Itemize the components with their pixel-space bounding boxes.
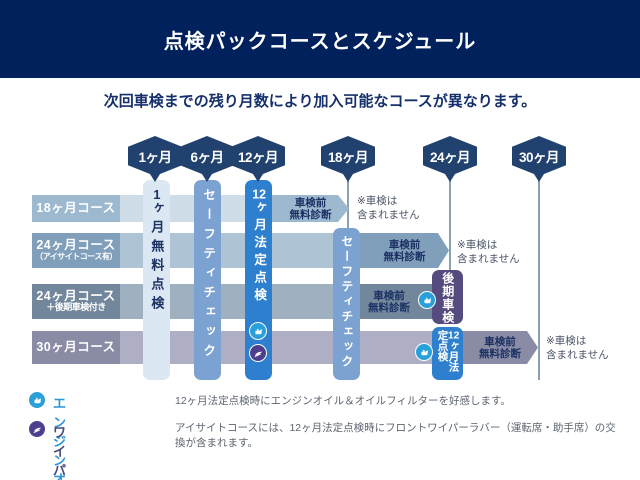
timeline-marker-24m: 24ヶ月 [423,136,477,176]
timeline-marker-18m: 18ヶ月 [321,136,375,176]
marker-pointer [343,174,353,182]
page-title: 点検パックコースとスケジュール [163,30,477,53]
course-bar-30m [120,331,462,364]
page-header: 点検パックコースとスケジュール [0,0,640,78]
oil-can-icon [418,291,436,309]
legend-wiper-desc: アイサイトコースには、12ヶ月法定点検時にフロントワイパーラバー（運転席・助手席… [175,422,616,449]
timeline-stem-24m [449,174,451,271]
legend-oil-desc: 12ヶ月法定点検時にエンジンオイル＆オイルフィルターを好感します。 [175,395,511,407]
course-label-24m-late: 24ヶ月コース ＋後期車検付き [32,284,120,319]
marker-pointer [534,174,544,182]
timeline-stem-18m [347,174,349,232]
course-label-30m: 30ヶ月コース [32,331,120,364]
marker-pointer [202,174,212,182]
bar-safety-check-1: セーフティチェック [194,180,221,380]
oil-can-icon [249,322,267,340]
course-label-24m-eyesight: 24ヶ月コース （アイサイトコース有） [32,233,120,268]
precheck-arrow-30m: 車検前 無料診断 [462,331,538,364]
wiper-icon [28,420,46,438]
legend-oil-label: エンジンオイル交換 [53,396,67,480]
wiper-icon [249,344,267,362]
intro-text: 次回車検までの残り月数により加入可能なコースが異なります。 [103,93,537,110]
marker-pointer [253,174,263,182]
timeline-marker-12m: 12ヶ月 [231,136,285,176]
legend-wiper-label: ワイパーラバー交換 [53,425,67,478]
oil-can-icon [415,343,433,361]
bar-1month-free-inspection: 1ヶ月無料点検 [143,180,170,380]
bar-12month-legal-inspection-1: 12ヶ月法定点検 [245,180,272,380]
bar-late-shaken: 後期車検 [432,270,463,324]
note-18m: ※車検は 含まれません [357,195,420,221]
precheck-arrow-18m: 車検前 無料診断 [272,195,349,222]
course-label-18m: 18ヶ月コース [32,195,120,222]
precheck-arrow-24m-eyesight: 車検前 無料診断 [360,233,449,268]
timeline-marker-1m: 1ヶ月 [128,136,182,176]
bar-12month-legal-inspection-2: 12ヶ月法定点検 [432,327,463,380]
note-24m-eyesight: ※車検は 含まれません [457,239,520,265]
bar-safety-check-2: セーフティチェック [333,228,360,380]
oil-can-icon [28,391,46,409]
marker-pointer [445,174,455,182]
timeline-marker-30m: 30ヶ月 [512,136,566,176]
marker-pointer [150,174,160,182]
timeline-stem-30m [538,174,540,380]
note-30m: ※車検は 含まれません [546,335,609,361]
timeline-marker-6m: 6ヶ月 [180,136,234,176]
